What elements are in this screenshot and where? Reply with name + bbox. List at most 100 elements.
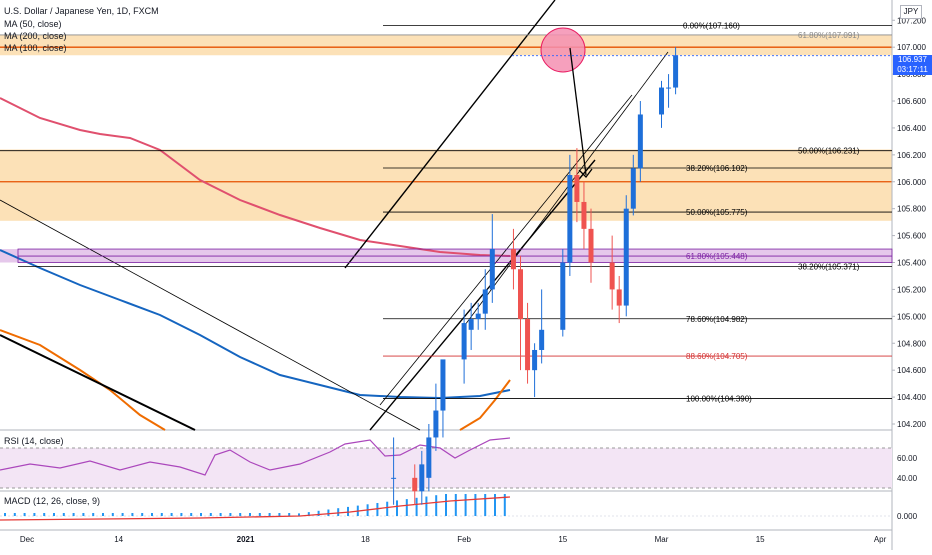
macd-histogram-bar [23,513,26,516]
time-tick-label-7: 15 [756,535,765,544]
macd-histogram-bar [258,513,261,516]
macd-histogram-bar [474,494,477,516]
macd-histogram-bar [454,494,457,516]
candle-body [623,208,629,306]
rsi-label[interactable]: RSI (14, close) [4,436,64,446]
candle-body [482,289,488,314]
ma100-line-right [459,379,511,431]
candle-body [630,168,636,209]
macd-histogram-bar [200,513,202,516]
price-tick-label-15: 104.200 [897,420,926,429]
candle-body [412,477,418,492]
channel-upper-line [344,0,556,269]
macd-histogram-bar [239,513,242,516]
macd-signal-line [0,496,511,521]
macd-histogram-bar [92,513,95,516]
fib-level-label-8: 88.60%(104.705) [686,352,748,361]
macd-histogram-bar [33,513,36,516]
macd-histogram-bar [111,513,114,516]
rsi-tick-label-0: 60.00 [897,454,918,463]
rsi-tick-label-1: 40.00 [897,474,918,483]
indicator-ma100-label[interactable]: MA (100, close) [4,43,67,53]
fib-level-label-9: 100.00%(104.390) [686,394,752,403]
price-tick-label-9: 105.400 [897,259,926,268]
candle-body [391,477,397,479]
price-tick-label-1: 107.000 [897,43,926,52]
macd-histogram-bar [13,513,16,516]
macd-histogram-bar [229,513,232,516]
macd-histogram-bar [317,510,320,516]
price-tick-label-8: 105.600 [897,232,926,241]
macd-histogram-bar [327,509,330,516]
macd-histogram-bar [151,513,153,516]
price-tick-label-13: 104.600 [897,366,926,375]
indicator-ma200-label[interactable]: MA (200, close) [4,31,67,41]
time-tick-label-0: Dec [20,535,34,544]
fib-level-label-6: 38.20%(105.371) [798,262,860,271]
macd-histogram-bar [278,513,281,516]
macd-histogram-bar [141,513,144,516]
candle-body [532,349,538,371]
forecast-arrow-head [578,168,593,178]
candle-body [673,55,679,88]
macd-histogram-bar [415,497,418,516]
macd-histogram-bar [445,494,447,516]
macd-histogram-bar [494,494,496,516]
currency-badge[interactable]: JPY [900,5,922,19]
time-tick-label-2: 2021 [237,535,255,544]
macd-histogram-bar [268,513,271,516]
channel-lower-line [369,159,596,431]
rsi-band [0,448,892,488]
purple-zone-border [17,248,893,263]
ma200-line [0,97,511,257]
price-zone-1 [0,149,892,221]
macd-histogram-bar [425,496,428,516]
macd-histogram-bar [121,513,124,516]
time-tick-label-6: Mar [655,535,669,544]
price-tick-label-7: 105.800 [897,205,926,214]
candle-body [468,319,474,330]
price-tag-countdown: 03:17:11 [897,65,928,74]
channel-mid-line [464,51,669,326]
price-tick-label-6: 106.000 [897,178,926,187]
price-tag-value: 106.937 [898,55,927,64]
macd-histogram-bar [209,513,212,516]
macd-histogram-bar [160,513,163,516]
candle-body [637,114,643,169]
macd-histogram-bar [298,513,300,516]
indicator-ma50-label[interactable]: MA (50, close) [4,19,62,29]
candle-body [539,329,545,350]
macd-label[interactable]: MACD (12, 26, close, 9) [4,496,101,506]
time-tick-label-8: Apr [874,535,887,544]
candle-body [489,249,495,290]
fib-level-label-5: 61.80%(105.448) [686,252,748,261]
candle-body [574,175,580,202]
fib-level-label-7: 78.60%(104.982) [686,315,748,324]
macd-histogram-bar [170,513,173,516]
candle-body [609,262,615,290]
price-tick-label-14: 104.400 [897,393,926,402]
symbol-title: U.S. Dollar / Japanese Yen, 1D, FXCM [4,6,159,16]
candle-body [433,410,439,438]
price-tick-label-11: 105.000 [897,312,926,321]
time-tick-label-3: 18 [361,535,370,544]
trend-line-descending-thick [0,334,196,431]
candle-body [581,201,587,229]
candle-body [510,249,516,270]
macd-histogram-bar [102,513,104,516]
macd-histogram-bar [503,494,506,516]
trend-line-descending-thin [0,199,421,431]
macd-histogram-bar [484,494,487,516]
macd-histogram-bar [180,513,183,516]
macd-histogram-bar [386,501,389,516]
price-tag: 106.937 03:17:11 [893,55,932,75]
macd-tick-label-0: 0.000 [897,512,918,521]
macd-histogram-bar [405,499,408,516]
ma50-line [0,249,511,400]
channel-lower-line-thin [379,94,633,406]
rsi-line [0,437,511,476]
macd-histogram-bar [4,513,6,516]
candle-body [525,319,531,371]
